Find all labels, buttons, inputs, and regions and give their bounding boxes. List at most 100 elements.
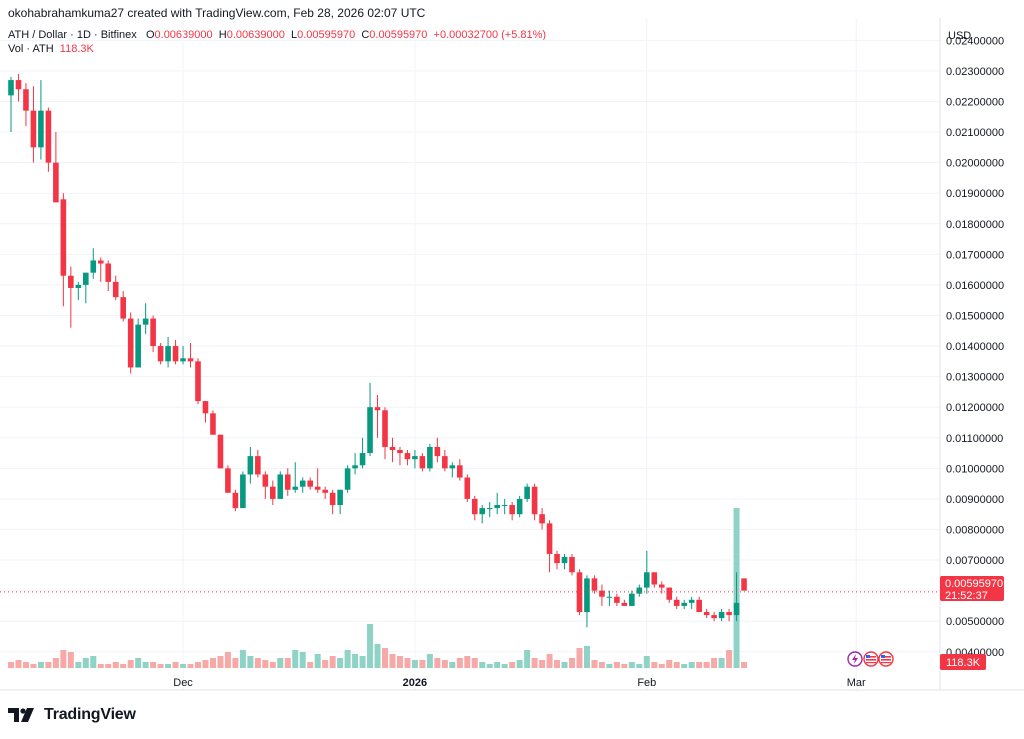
- volume-bar: [157, 664, 164, 668]
- candle: [486, 501, 493, 518]
- candle-body: [299, 480, 306, 487]
- tradingview-logo-text: TradingView: [44, 706, 136, 723]
- candle-body: [187, 358, 194, 362]
- volume-bar: [396, 656, 403, 668]
- candle: [561, 553, 568, 570]
- time-tick-label: 2026: [403, 677, 427, 689]
- candle: [629, 590, 635, 606]
- price-tick-label: 0.01500000: [946, 310, 1004, 322]
- candle-body: [23, 89, 29, 111]
- candle: [382, 407, 388, 460]
- candle: [554, 550, 560, 570]
- candle: [614, 593, 620, 606]
- candle: [45, 107, 52, 172]
- volume-bar: [741, 662, 748, 668]
- candle-body: [112, 281, 119, 298]
- candle: [569, 553, 575, 576]
- candle-body: [90, 260, 97, 273]
- candle: [165, 336, 171, 368]
- price-tick-label: 0.02400000: [946, 35, 1004, 47]
- candle: [262, 471, 269, 499]
- candle-body: [83, 272, 89, 285]
- candle: [240, 471, 246, 509]
- volume-bar: [606, 664, 613, 668]
- volume-bar: [539, 660, 546, 668]
- volume-bar: [726, 650, 733, 668]
- volume-bar: [127, 660, 134, 668]
- candle-body: [135, 324, 141, 368]
- candle-body: [561, 557, 568, 564]
- volume-bar: [307, 662, 314, 668]
- volume-bar: [516, 660, 523, 668]
- symbol-label[interactable]: ATH / Dollar · 1D · Bitfinex: [8, 29, 137, 41]
- candle: [112, 275, 119, 301]
- candle: [703, 608, 710, 619]
- close-value: 0.00595970: [369, 29, 428, 41]
- price-tick-label: 0.02200000: [946, 96, 1004, 108]
- volume-bar: [112, 662, 119, 668]
- candle: [337, 489, 343, 515]
- candle: [681, 599, 687, 609]
- us-flag-icon[interactable]: [878, 651, 894, 667]
- candle-body: [629, 593, 635, 606]
- candle: [284, 468, 291, 496]
- candle: [718, 608, 725, 622]
- candle: [509, 501, 515, 521]
- volume-bar: [628, 662, 635, 668]
- volume-bar: [598, 662, 605, 668]
- volume-bar: [352, 654, 359, 668]
- price-chart[interactable]: 0.02400000 0.02300000 0.02200000 0.02100000…: [0, 0, 1024, 700]
- candle-body: [531, 486, 538, 515]
- candle: [15, 73, 22, 102]
- candle: [599, 584, 605, 606]
- candle-body: [53, 162, 59, 203]
- candle: [255, 450, 261, 478]
- low-value: 0.00595970: [297, 29, 356, 41]
- currency-label[interactable]: USD: [948, 30, 972, 42]
- price-tick-label: 0.00900000: [946, 494, 1004, 506]
- candle: [344, 465, 351, 493]
- volume-bar: [501, 664, 508, 668]
- candle: [733, 572, 740, 622]
- price-tick-label: 0.01900000: [946, 188, 1004, 200]
- volume-bar: [67, 652, 74, 668]
- volume-label[interactable]: Vol · ATH: [8, 43, 54, 55]
- tradingview-logo[interactable]: TradingView: [8, 706, 136, 724]
- volume-bar: [90, 656, 97, 668]
- volume-bar: [651, 662, 658, 668]
- candle-body: [599, 590, 605, 597]
- price-tick-label: 0.01100000: [946, 433, 1003, 445]
- volume-bar: [471, 658, 478, 668]
- time-tick-label: Feb: [637, 677, 656, 689]
- volume-value: 118.3K: [59, 43, 94, 55]
- volume-bar: [232, 658, 239, 668]
- us-flag-icon[interactable]: [863, 651, 879, 667]
- candle: [157, 343, 164, 365]
- candle-body: [688, 599, 695, 603]
- candle: [187, 343, 194, 368]
- candle-body: [501, 505, 508, 507]
- candle-body: [217, 434, 224, 469]
- price-tick-label: 0.01000000: [946, 463, 1004, 475]
- candle-body: [240, 474, 246, 509]
- lightning-event-icon[interactable]: [847, 651, 863, 667]
- volume-bar: [269, 662, 276, 668]
- candle: [202, 401, 209, 423]
- candle-body: [120, 297, 126, 319]
- candle: [711, 612, 717, 622]
- candle-body: [172, 346, 179, 362]
- candle-body: [367, 407, 373, 454]
- candle: [576, 569, 583, 616]
- candle: [696, 596, 702, 613]
- candle: [666, 587, 673, 603]
- candle: [442, 450, 448, 472]
- volume-bar: [150, 662, 157, 668]
- candle: [471, 495, 478, 521]
- volume-bar: [247, 656, 254, 668]
- candle-body: [419, 456, 426, 469]
- candle-body: [636, 587, 643, 594]
- volume-bar: [673, 662, 680, 668]
- volume-bar: [359, 656, 366, 668]
- candle-body: [247, 456, 254, 475]
- candle: [546, 520, 553, 573]
